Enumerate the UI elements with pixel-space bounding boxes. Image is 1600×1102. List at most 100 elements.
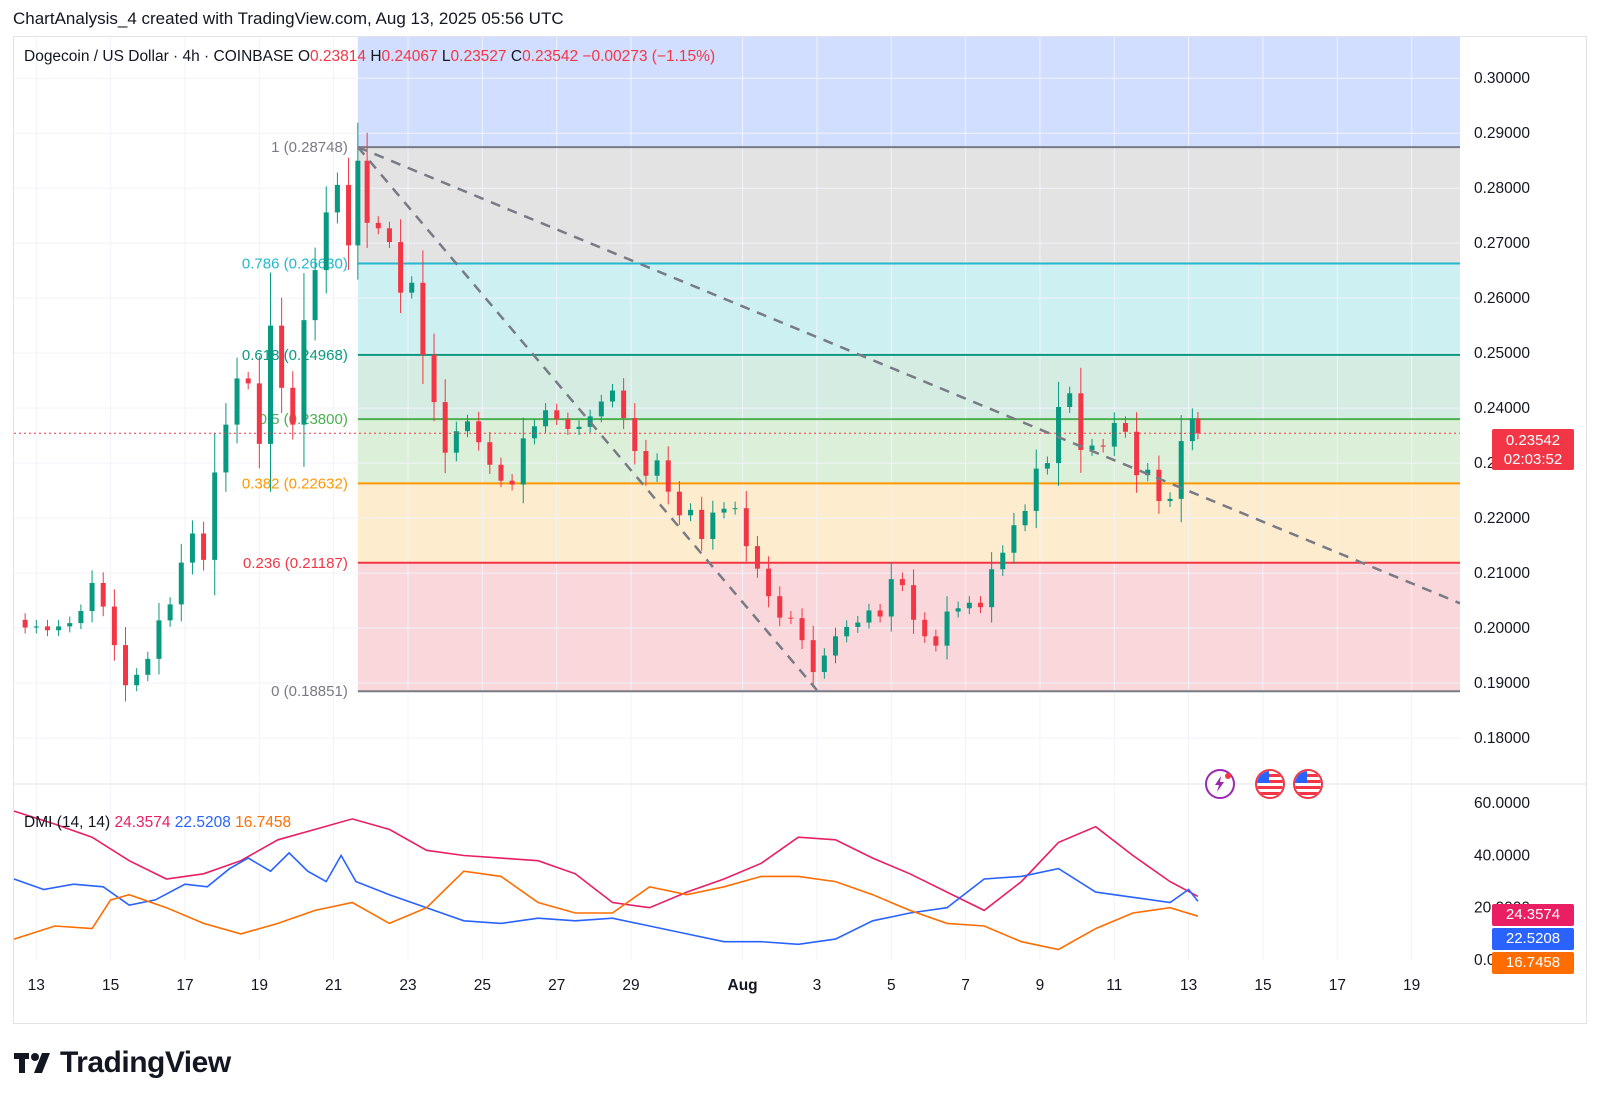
fib-zone	[357, 354, 1460, 420]
adx-value: 24.3574	[114, 814, 171, 831]
candle-body	[989, 569, 995, 608]
candle-body	[355, 160, 361, 246]
candle-body	[977, 602, 983, 608]
candle-body	[1056, 407, 1062, 464]
di-plus-value: 22.5208	[174, 814, 231, 831]
candle-body	[245, 378, 251, 384]
candle-body	[398, 242, 404, 293]
candle-body	[189, 533, 195, 563]
fib-level-label: 0.382 (0.22632)	[242, 475, 348, 492]
candle-body	[178, 562, 184, 605]
us-flag-event-icon[interactable]	[1293, 769, 1323, 799]
open-label: O	[297, 48, 310, 65]
candle-body	[911, 585, 917, 620]
price-axis: 0.30000 0.29000 0.28000 0.27000 0.26000 0.250…	[1474, 70, 1530, 969]
low-label: L	[441, 48, 451, 65]
candle-body	[866, 610, 872, 623]
candle-body	[598, 401, 604, 417]
time-tick-label: 23	[399, 977, 416, 994]
candle-body	[409, 282, 415, 293]
price-tick-label: 0.22000	[1474, 510, 1530, 527]
candle-body	[966, 602, 972, 609]
candle-body	[676, 491, 682, 516]
candle-body	[654, 460, 660, 476]
time-tick-label: 27	[548, 977, 565, 994]
candle-body	[721, 508, 727, 513]
candle-body	[498, 464, 504, 481]
candle-body	[944, 611, 950, 646]
candle-body	[799, 618, 805, 641]
candle-body	[810, 640, 816, 673]
candle-body	[855, 622, 861, 627]
candle-body	[453, 431, 459, 453]
candle-body	[509, 480, 515, 485]
candle-body	[754, 546, 760, 569]
adx-line	[13, 810, 1199, 912]
candle-body	[465, 421, 471, 432]
price-tick-label: 0.29000	[1474, 125, 1530, 142]
candle-body	[223, 424, 229, 473]
tradingview-logo[interactable]: TradingView	[14, 1046, 231, 1080]
last-price-value: 0.23542	[1505, 432, 1561, 449]
last-price-tag: 0.23542 02:03:52	[1492, 429, 1574, 470]
price-tick-label: 0.19000	[1474, 675, 1530, 692]
candle-body	[487, 442, 493, 465]
price-tick-label: 0.26000	[1474, 290, 1530, 307]
candle-body	[621, 390, 627, 419]
price-tick-label: 0.18000	[1474, 730, 1530, 747]
di-plus-axis-tag: 22.5208	[1492, 928, 1574, 950]
candle-body	[201, 533, 207, 560]
candle-body	[1122, 422, 1128, 432]
dmi-tick-label: 40.0000	[1474, 847, 1530, 864]
time-tick-label: 17	[1329, 977, 1346, 994]
candle-body	[89, 582, 95, 612]
candle-body	[442, 402, 448, 453]
candle-body	[346, 184, 352, 246]
bar-countdown: 02:03:52	[1503, 451, 1563, 468]
candle-body	[743, 508, 749, 547]
open-value: 0.23814	[310, 48, 367, 65]
candle-body	[1078, 393, 1084, 450]
candle-body	[56, 626, 62, 631]
candle-body	[111, 606, 117, 646]
di-minus-value: 16.7458	[235, 814, 292, 831]
candle-body	[732, 508, 738, 510]
candle-body	[156, 620, 162, 659]
candle-body	[665, 460, 671, 492]
candle-body	[33, 626, 39, 628]
brand-name: TradingView	[60, 1046, 231, 1079]
price-tick-label: 0.28000	[1474, 180, 1530, 197]
candle-body	[688, 509, 694, 516]
candle-body	[234, 378, 240, 425]
candle-body	[766, 568, 772, 597]
di-minus-line	[13, 870, 1199, 951]
dmi-tick-label: 60.0000	[1474, 795, 1530, 812]
candle-body	[256, 383, 262, 444]
candle-body	[643, 451, 649, 476]
candle-body	[520, 438, 526, 485]
price-tick-label: 0.24000	[1474, 400, 1530, 417]
candle-body	[78, 611, 84, 624]
us-flag-event-icon[interactable]	[1255, 769, 1285, 799]
candle-body	[877, 610, 883, 617]
candle-body	[1195, 418, 1201, 434]
candle-body	[710, 512, 716, 539]
symbol-title: Dogecoin / US Dollar · 4h · COINBASE	[24, 48, 294, 65]
dmi-title: DMI (14, 14)	[24, 814, 111, 831]
time-tick-label: 11	[1106, 977, 1122, 994]
fib-zone	[357, 483, 1460, 563]
candle-body	[1167, 498, 1173, 502]
candle-body	[1000, 552, 1006, 570]
candle-body	[145, 658, 151, 675]
trendlines	[356, 145, 1461, 691]
dashed-trendline	[357, 145, 1461, 605]
candle-body	[44, 626, 50, 631]
time-tick-label: 19	[251, 977, 268, 994]
candle-body	[1044, 463, 1050, 469]
candle-body	[899, 579, 905, 586]
candle-body	[788, 617, 794, 619]
fib-level-label: 0 (0.18851)	[271, 683, 348, 700]
event-lightning-icon[interactable]	[1205, 769, 1235, 799]
time-tick-label: 13	[1180, 977, 1197, 994]
